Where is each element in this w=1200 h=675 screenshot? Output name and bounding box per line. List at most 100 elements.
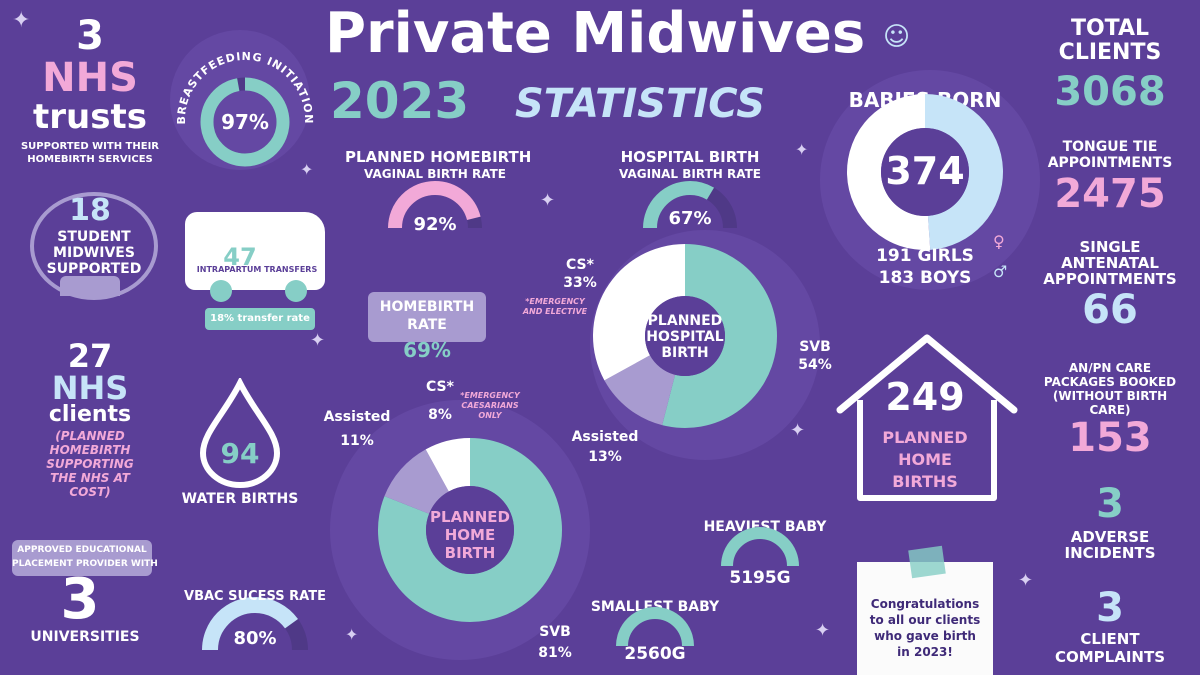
nhs-clients-caption: THE NHS AT [50,471,130,485]
hospital-birth-value: 67% [668,208,712,229]
home-cs-note: *EMERGENCY [460,391,520,400]
nhs-clients-caption: (PLANNED [55,429,125,443]
heaviest-label: HEAVIEST BABY [703,519,827,535]
nhs-trusts-label2: trusts [33,97,147,137]
homebirth-rate-label2: RATE [407,317,447,333]
universities-banner-text: APPROVED EDUCATIONAL [17,545,147,555]
anpn-label: PACKAGES BOOKED [1043,375,1177,389]
tongue-tie-value: 2475 [1054,171,1166,217]
babies-girls: 191 GIRLS [876,246,974,266]
total-clients-label: CLIENTS [1058,40,1162,65]
home-births-number: 249 [885,375,965,419]
girl-icon: ♀ [993,232,1005,251]
anpn-label: AN/PN CARE [1068,361,1152,375]
home-cs-label: CS* [426,379,454,395]
homebirth-rate-box [368,292,486,342]
title-statistics: STATISTICS [515,81,765,127]
universities-banner [12,540,152,576]
total-clients-label: TOTAL [1070,16,1150,41]
donut-segment-girls [846,94,931,250]
home-donut [378,438,562,622]
boy-icon: ♂ [993,262,1008,281]
van-icon [185,212,325,290]
anpn-label: (WITHOUT BIRTH [1052,389,1168,403]
home-cs-note: CAESARIANS [461,401,519,410]
home-assisted-label: Assisted [323,409,391,425]
babies-born-number: 374 [885,149,965,193]
title: Private Midwives [325,1,866,66]
breastfeeding-ring [200,77,290,167]
nhs-clients-caption: HOMEBIRTH [49,443,131,457]
home-assisted-value: 11% [340,433,374,449]
van-wheel [210,280,232,302]
babies-donut [846,94,1003,250]
nhs-clients-caption: COST) [69,485,111,499]
home-donut-center: BIRTH [444,544,496,562]
home-cs-value: 8% [428,407,452,423]
nhs-clients-number: 27 [67,337,113,375]
anpn-label: CARE) [1089,403,1131,417]
nhs-trusts-label: NHS [42,55,138,101]
home-births-label: BIRTHS [892,472,958,491]
homebirth-rate-label: HOMEBIRTH [379,299,475,315]
sparkle-icon: ✦ [815,620,831,641]
planned-homebirth-label: PLANNED HOMEBIRTH [345,148,532,166]
home-cs-note: ONLY [478,411,502,420]
smallest-value: 2560G [624,644,686,664]
hospital-donut-center: PLANNED [647,313,723,329]
hospital-svb-value: 54% [798,357,832,373]
antenatal-label: APPOINTMENTS [1043,270,1177,288]
hospital-cs-label: CS* [566,257,594,273]
note-tape [908,545,946,579]
babies-boys: 183 BOYS [878,268,972,288]
nhs-trusts-caption: HOMEBIRTH SERVICES [27,154,153,165]
sparkle-icon: ✦ [1018,570,1034,591]
complaints-value: 3 [1096,585,1124,631]
vbac-label: VBAC SUCESS RATE [184,589,326,604]
hospital-donut [593,244,777,428]
planned-homebirth-value: 92% [413,214,457,235]
anpn-value: 153 [1068,415,1152,461]
students-number: 18 [69,193,111,228]
planned-homebirth-arc [388,181,482,229]
donut-segment-cs [425,438,470,492]
sparkle-icon: ✦ [540,190,556,211]
congratulations-note [857,562,993,675]
donut-segment-svb [662,244,777,428]
vbac-gauge [202,597,308,651]
hospital-cs-note: *EMERGENCY [525,297,585,306]
vbac-value: 80% [233,628,277,649]
transfer-rate: 18% transfer rate [210,313,310,324]
hospital-birth-label: HOSPITAL BIRTH [620,148,760,166]
baby-icon: ☺ [883,22,911,52]
house-icon [836,334,1018,501]
transfers-label: INTRAPARTUM TRANSFERS [196,265,318,274]
title-year: 2023 [330,72,470,130]
smallest-gauge [616,607,694,647]
planned-homebirth-label2: VAGINAL BIRTH RATE [364,167,506,181]
nhs-trusts-number: 3 [76,13,104,59]
tongue-tie-label: APPOINTMENTS [1047,155,1173,171]
hospital-donut-center: HOSPITAL [646,329,724,345]
hospital-cs-note: AND ELECTIVE [522,307,588,316]
students-label: MIDWIVES [53,245,135,261]
hospital-assisted-label: Assisted [571,429,639,445]
universities-label: UNIVERSITIES [30,629,140,645]
sparkle-icon: ✦ [12,8,31,33]
breastfeeding-value: 97% [221,110,269,134]
complaints-label: CLIENT [1080,630,1140,648]
home-donut-center: HOME [444,526,496,544]
homebirth-rate-value: 69% [403,338,451,362]
hospital-birth-gauge [643,181,737,229]
note-text: who gave birth [874,629,976,643]
home-svb-label: SVB [539,624,571,640]
adverse-label: INCIDENTS [1064,544,1156,562]
graduation-cap-icon [60,276,120,296]
complaints-label: COMPLAINTS [1054,648,1166,666]
home-svb-value: 81% [538,645,572,661]
nhs-clients-label: NHS [51,369,129,407]
transfers-number: 47 [223,243,257,271]
hospital-birth-arc [643,181,737,229]
sparkle-icon: ✦ [790,420,806,441]
